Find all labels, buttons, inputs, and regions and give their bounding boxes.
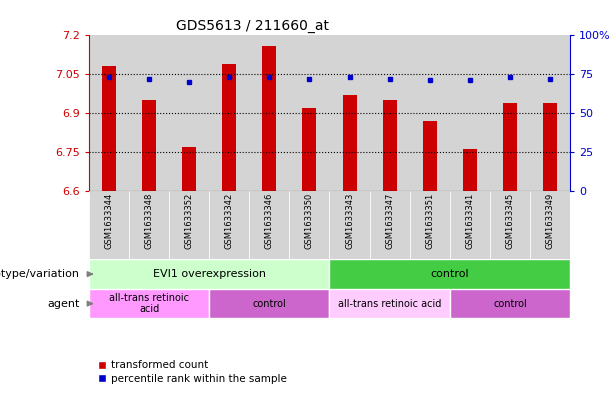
Bar bbox=[289, 35, 330, 191]
Text: GDS5613 / 211660_at: GDS5613 / 211660_at bbox=[175, 19, 329, 33]
Bar bbox=[423, 121, 436, 191]
Bar bbox=[289, 191, 330, 259]
Bar bbox=[330, 259, 570, 289]
Bar bbox=[142, 100, 156, 191]
Text: GSM1633352: GSM1633352 bbox=[185, 193, 194, 249]
Bar bbox=[89, 191, 129, 259]
Text: control: control bbox=[253, 299, 286, 309]
Bar bbox=[89, 35, 129, 191]
Bar bbox=[450, 35, 490, 191]
Text: EVI1 overexpression: EVI1 overexpression bbox=[153, 269, 265, 279]
Bar bbox=[463, 149, 477, 191]
Bar bbox=[330, 35, 370, 191]
Bar bbox=[490, 191, 530, 259]
Text: GSM1633343: GSM1633343 bbox=[345, 193, 354, 249]
Text: control: control bbox=[430, 269, 469, 279]
Bar bbox=[370, 35, 409, 191]
Bar bbox=[209, 35, 249, 191]
Text: GSM1633350: GSM1633350 bbox=[305, 193, 314, 249]
Text: control: control bbox=[493, 299, 527, 309]
Text: GSM1633345: GSM1633345 bbox=[506, 193, 514, 249]
Bar bbox=[343, 95, 357, 191]
Bar bbox=[450, 289, 570, 318]
Bar bbox=[89, 289, 209, 318]
Bar bbox=[530, 35, 570, 191]
Bar bbox=[262, 46, 276, 191]
Bar bbox=[169, 35, 209, 191]
Bar bbox=[503, 103, 517, 191]
Legend: transformed count, percentile rank within the sample: transformed count, percentile rank withi… bbox=[94, 356, 291, 388]
Text: GSM1633351: GSM1633351 bbox=[425, 193, 434, 249]
Text: GSM1633344: GSM1633344 bbox=[104, 193, 113, 249]
Bar bbox=[409, 35, 450, 191]
Bar bbox=[169, 191, 209, 259]
Text: GSM1633348: GSM1633348 bbox=[145, 193, 153, 249]
Bar bbox=[370, 191, 409, 259]
Text: GSM1633349: GSM1633349 bbox=[546, 193, 555, 249]
Bar bbox=[102, 66, 116, 191]
Bar bbox=[89, 259, 330, 289]
Bar bbox=[543, 103, 557, 191]
Bar bbox=[302, 108, 316, 191]
Bar bbox=[209, 289, 330, 318]
Text: all-trans retinoic
acid: all-trans retinoic acid bbox=[109, 293, 189, 314]
Bar bbox=[490, 35, 530, 191]
Text: GSM1633341: GSM1633341 bbox=[465, 193, 474, 249]
Text: agent: agent bbox=[47, 299, 79, 309]
Bar bbox=[330, 191, 370, 259]
Bar bbox=[209, 191, 249, 259]
Bar bbox=[223, 64, 236, 191]
Bar bbox=[249, 35, 289, 191]
Bar bbox=[530, 191, 570, 259]
Bar bbox=[450, 191, 490, 259]
Bar bbox=[249, 191, 289, 259]
Text: GSM1633346: GSM1633346 bbox=[265, 193, 274, 249]
Text: genotype/variation: genotype/variation bbox=[0, 269, 79, 279]
Bar bbox=[182, 147, 196, 191]
Bar bbox=[129, 35, 169, 191]
Bar bbox=[409, 191, 450, 259]
Bar bbox=[129, 191, 169, 259]
Text: all-trans retinoic acid: all-trans retinoic acid bbox=[338, 299, 441, 309]
Text: GSM1633342: GSM1633342 bbox=[225, 193, 234, 249]
Bar bbox=[330, 289, 450, 318]
Text: GSM1633347: GSM1633347 bbox=[385, 193, 394, 249]
Bar bbox=[383, 100, 397, 191]
